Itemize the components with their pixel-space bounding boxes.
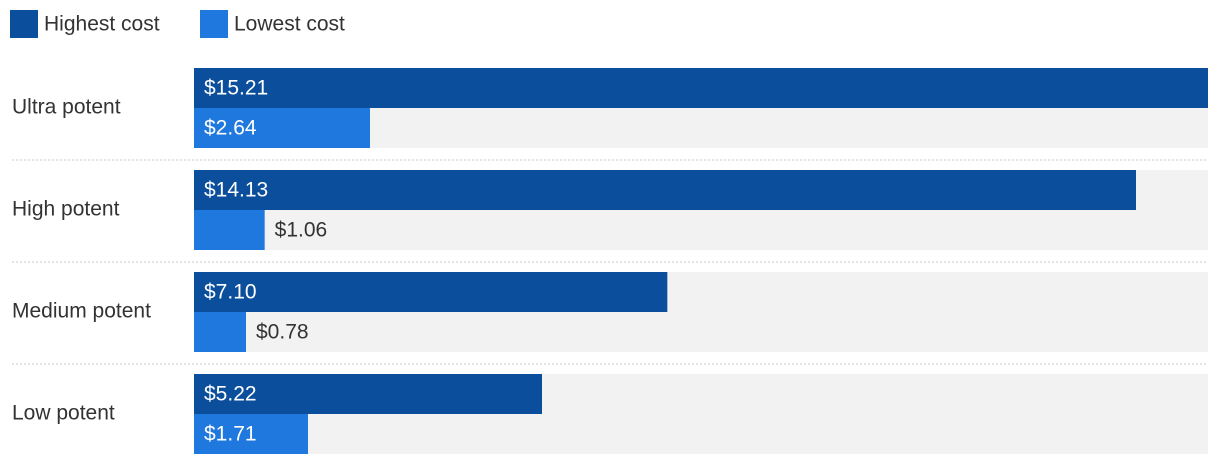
bar xyxy=(194,170,1136,210)
bar xyxy=(194,108,370,148)
legend-swatch xyxy=(200,10,228,38)
value-label: $5.22 xyxy=(204,383,257,406)
category-label: Medium potent xyxy=(12,300,151,323)
value-label: $1.71 xyxy=(204,423,257,446)
value-label: $2.64 xyxy=(204,117,257,140)
bar xyxy=(194,68,1208,108)
value-label: $14.13 xyxy=(204,179,268,202)
bar xyxy=(194,210,265,250)
category-label: Low potent xyxy=(12,402,115,425)
legend-label: Lowest cost xyxy=(234,13,345,36)
bar xyxy=(194,374,542,414)
value-label: $1.06 xyxy=(275,219,328,242)
bar xyxy=(194,414,308,454)
value-label: $0.78 xyxy=(256,321,309,344)
legend-swatch xyxy=(10,10,38,38)
value-label: $15.21 xyxy=(204,77,268,100)
legend-label: Highest cost xyxy=(44,13,160,36)
value-label: $7.10 xyxy=(204,281,257,304)
category-label: High potent xyxy=(12,198,120,221)
bar xyxy=(194,272,668,312)
bar xyxy=(194,312,246,352)
category-label: Ultra potent xyxy=(12,96,121,119)
